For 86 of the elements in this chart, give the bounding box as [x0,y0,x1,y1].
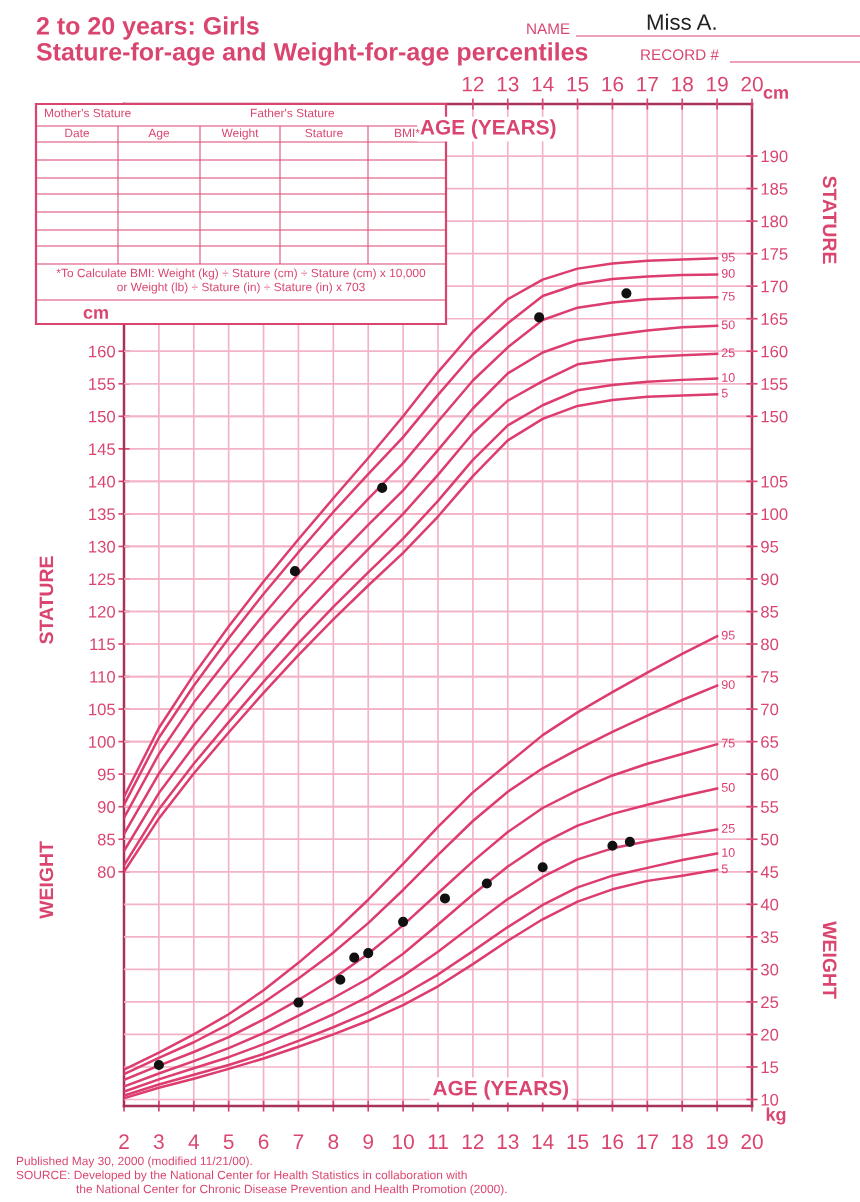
x2-tick-label: 18 [672,76,693,92]
x-tick-label: 3 [153,1134,164,1150]
y-tick-label: 95 [97,768,115,781]
y3-tick-label: 165 [761,313,788,325]
chart-title: 2 to 20 years: Girls [36,16,259,40]
y-tick-label: 160 [89,345,116,358]
y3-tick-label: 180 [761,215,788,228]
y2-tick-label: 50 [761,833,779,846]
x-tick-label: 14 [532,1134,554,1149]
x-tick-label: 18 [672,1134,693,1150]
y3-tick-label: 170 [761,280,788,293]
y2-tick-label: 65 [761,736,779,748]
y2-tick-label: 100 [761,508,788,521]
y2-tick-label: 15 [761,1061,779,1074]
x-tick-label: 2 [119,1134,129,1149]
x-tick-label: 19 [707,1134,728,1150]
y-tick-label: 125 [89,573,115,586]
x2-tick-label: 13 [497,76,519,92]
y-tick-label: 150 [89,410,116,423]
x2-axis-title: AGE (YEARS) [420,119,556,139]
y-tick-label: 90 [97,801,116,813]
chart-subtitle: Stature-for-age and Weight-for-age percentiles [36,42,588,66]
text: kg [766,1107,786,1125]
text: WEIGHT [39,841,54,919]
y-tick-label: 155 [89,378,115,390]
y3-tick-label: 175 [761,248,788,260]
y2-tick-label: 105 [761,475,788,488]
y-tick-label: 130 [89,540,116,553]
x-tick-label: 6 [258,1134,269,1150]
y2-tick-label: 80 [761,638,779,651]
y3-tick-label: 150 [761,410,788,423]
y2-tick-label: 85 [761,605,779,618]
x-tick-label: 15 [567,1134,589,1150]
y2-tick-label: 70 [761,703,779,716]
y-tick-label: 85 [97,833,115,846]
x-tick-label: 17 [637,1134,658,1149]
text: Miss A. [647,13,716,30]
x2-tick-label: 20 [741,76,763,92]
x2-tick-label: 16 [602,76,624,92]
x-tick-label: 4 [188,1134,199,1149]
x2-tick-label: 19 [707,76,728,92]
x-tick-label: 8 [328,1134,339,1150]
x2-tick-label: 14 [532,77,554,92]
x-tick-label: 16 [602,1134,624,1150]
y-tick-label: 110 [90,670,116,683]
y-tick-label: 100 [89,736,116,748]
text: STATURE [822,176,837,264]
x-tick-label: 13 [497,1134,519,1150]
y2-tick-label: 35 [760,931,779,944]
y2-tick-label: 20 [761,1028,779,1041]
y-tick-label: 135 [89,508,115,521]
text: cm [763,88,788,99]
y2-tick-label: 30 [760,963,779,976]
y3-tick-label: 190 [761,150,788,163]
y-axis-title: STATURE [39,556,54,644]
y2-tick-label: 90 [761,573,779,586]
y2-axis-title: WEIGHT [822,921,837,999]
y2-tick-label: 10 [761,1093,779,1106]
y3-tick-label: 160 [761,345,788,358]
y2-tick-label: 45 [760,866,779,878]
y2-tick-label: 60 [761,768,779,781]
y3-tick-label: 185 [761,182,788,195]
y2-tick-label: 25 [761,996,779,1009]
x-tick-label: 12 [462,1134,484,1149]
y2-tick-label: 55 [761,801,779,813]
x-tick-label: 9 [363,1134,374,1150]
y2-tick-label: 95 [761,540,779,553]
x-tick-label: 7 [293,1134,304,1149]
y-tick-label: 105 [89,703,115,716]
y-tick-label: 140 [89,475,116,488]
y-tick-label: 115 [90,638,115,651]
x2-tick-label: 17 [637,77,658,92]
x-tick-label: 5 [223,1134,234,1150]
text: cm [83,308,108,319]
y-tick-label: 80 [97,866,116,878]
y2-tick-label: 75 [761,671,779,683]
x-tick-label: 10 [393,1134,414,1150]
y-tick-label: 145 [89,443,115,456]
y2-tick-label: 40 [760,898,779,911]
x2-tick-label: 12 [462,76,484,92]
x-axis-title: AGE (YEARS) [433,1080,569,1100]
x-tick-label: 20 [741,1134,763,1150]
x2-tick-label: 15 [567,77,589,92]
y3-tick-label: 155 [761,378,788,390]
y-tick-label: 120 [89,605,116,618]
x-tick-label: 11 [428,1134,448,1149]
